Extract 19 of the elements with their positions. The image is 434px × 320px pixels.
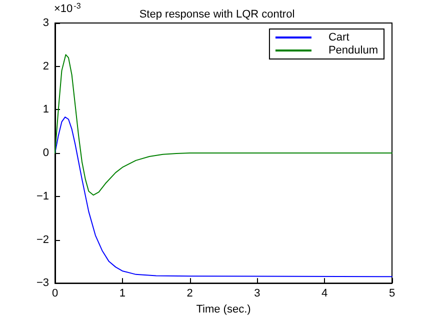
y-tick-label: 1 [42,104,49,116]
y-tick-label: −2 [36,234,49,246]
x-tick-label: 2 [186,288,193,300]
x-tick-label: 0 [52,288,58,300]
x-tick-label: 5 [388,288,396,300]
y-tick-label: −1 [36,190,49,202]
chart-title: Step response with LQR control [139,8,295,20]
y-tick-label: −3 [36,277,49,290]
y-tick-label: 0 [42,147,49,160]
x-tick-label: 1 [119,288,126,300]
y-tick-label: 3 [42,17,49,29]
x-axis-title: Time (sec.) [196,304,251,316]
legend-label: Pendulum [328,44,378,56]
line-series [54,54,392,196]
legend-label: Cart [328,32,350,44]
y-tick-label: 2 [42,60,49,72]
x-tick-label: 3 [254,288,260,300]
line-series [54,116,392,278]
x-tick-label: 4 [322,288,328,300]
